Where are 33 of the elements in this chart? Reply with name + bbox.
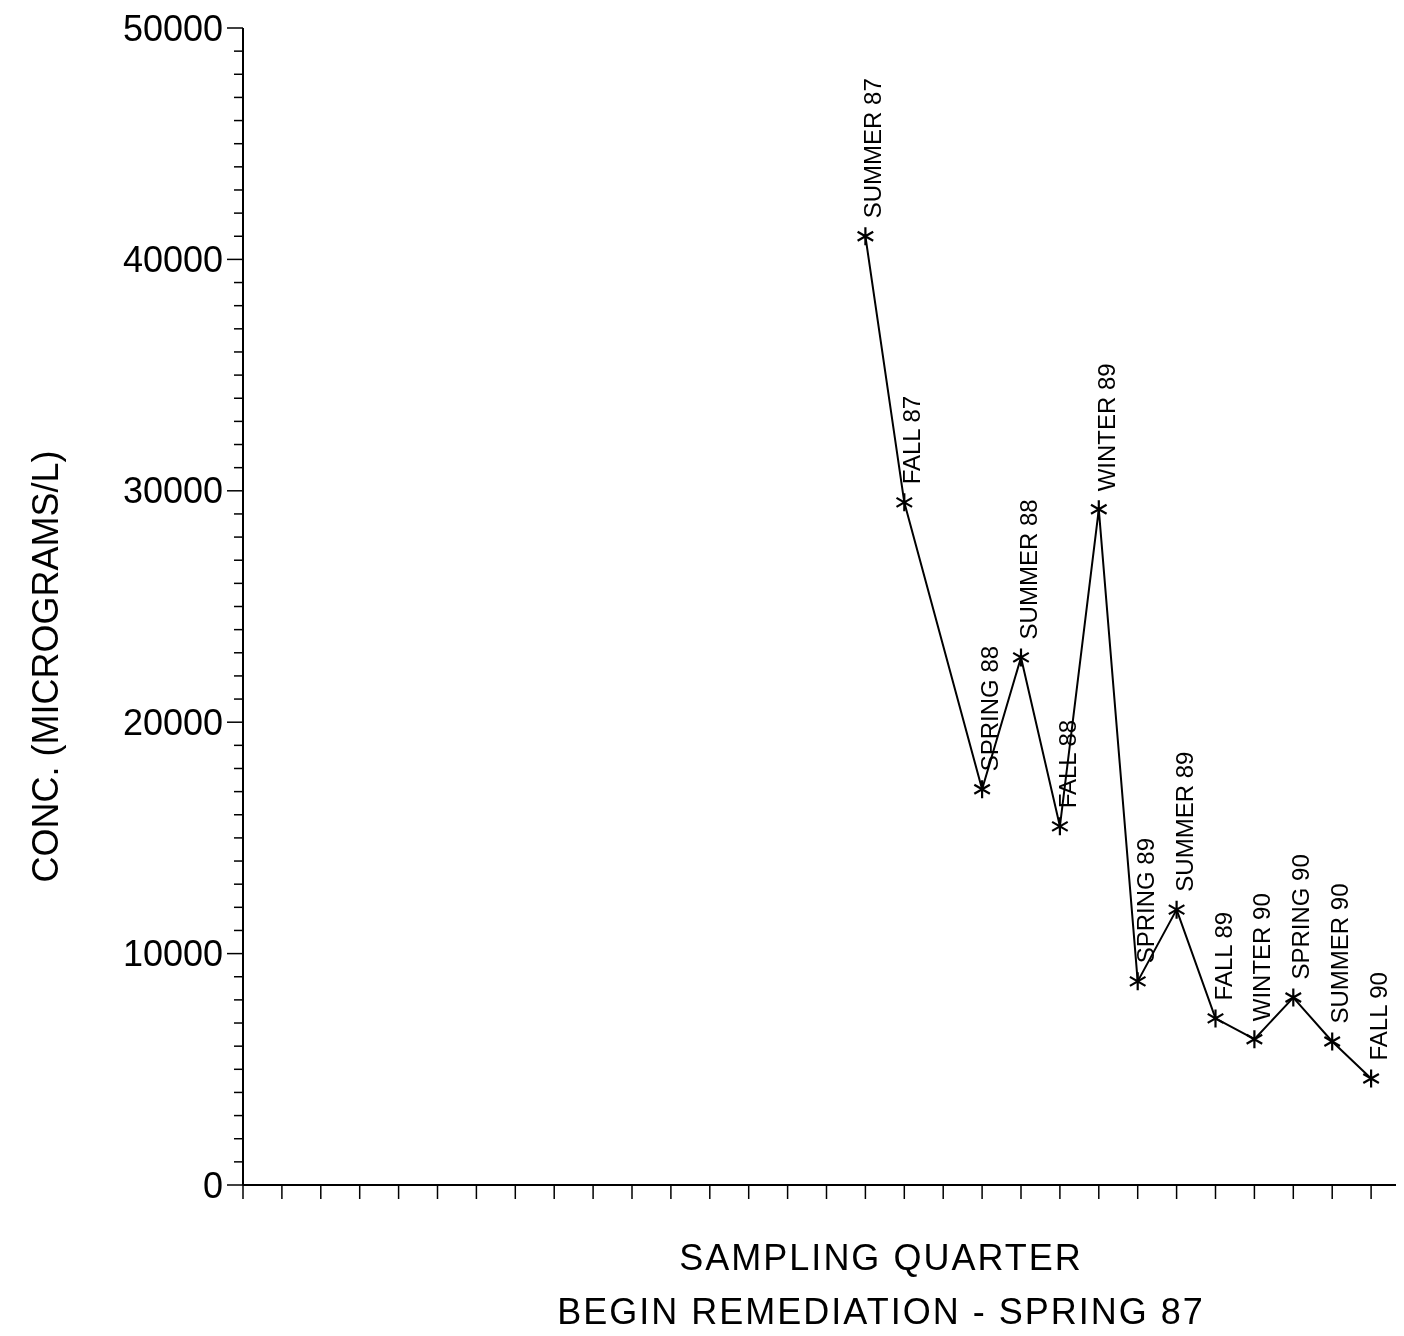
- text: BEGIN REMEDIATION - SPRING 87: [557, 1291, 1205, 1332]
- x-axis-title: SAMPLING QUARTER: [679, 1237, 1083, 1278]
- point: [1323, 1031, 1342, 1052]
- annotation: SPRING 90: [1287, 854, 1315, 980]
- annotation: FALL 89: [1209, 911, 1237, 1001]
- y-tick-label: 0: [202, 1164, 223, 1206]
- point: [1012, 647, 1030, 668]
- annotation: SPRING 88: [976, 645, 1004, 772]
- point: [1206, 1008, 1225, 1029]
- point: [1284, 987, 1303, 1008]
- annotation: WINTER 90: [1248, 893, 1276, 1022]
- y-tick-label: 10000: [122, 933, 223, 975]
- annotation: WINTER 89: [1092, 363, 1120, 492]
- annotation: SUMMER 87: [859, 78, 887, 219]
- point: [973, 779, 991, 800]
- y-tick-label: 20000: [122, 701, 223, 743]
- annotation: FALL 87: [898, 395, 926, 485]
- point: [1128, 971, 1147, 992]
- point: [856, 226, 875, 247]
- y-tick-label: 30000: [122, 470, 223, 512]
- annotation: FALL 90: [1365, 972, 1393, 1061]
- point: [1245, 1029, 1264, 1050]
- point: [895, 492, 914, 513]
- annotation: SUMMER 88: [1015, 499, 1042, 640]
- annotation: SUMMER 89: [1170, 751, 1198, 892]
- point: [1167, 899, 1186, 920]
- y-tick-label: 50000: [122, 7, 223, 49]
- y-tick-label: 40000: [122, 239, 223, 280]
- annotation: SUMMER 90: [1326, 883, 1354, 1024]
- y-axis-title: CONC. (MICROGRAMS/L): [25, 450, 66, 883]
- point: [1051, 816, 1069, 837]
- point: [1362, 1068, 1380, 1089]
- annotation: SPRING 89: [1131, 837, 1159, 964]
